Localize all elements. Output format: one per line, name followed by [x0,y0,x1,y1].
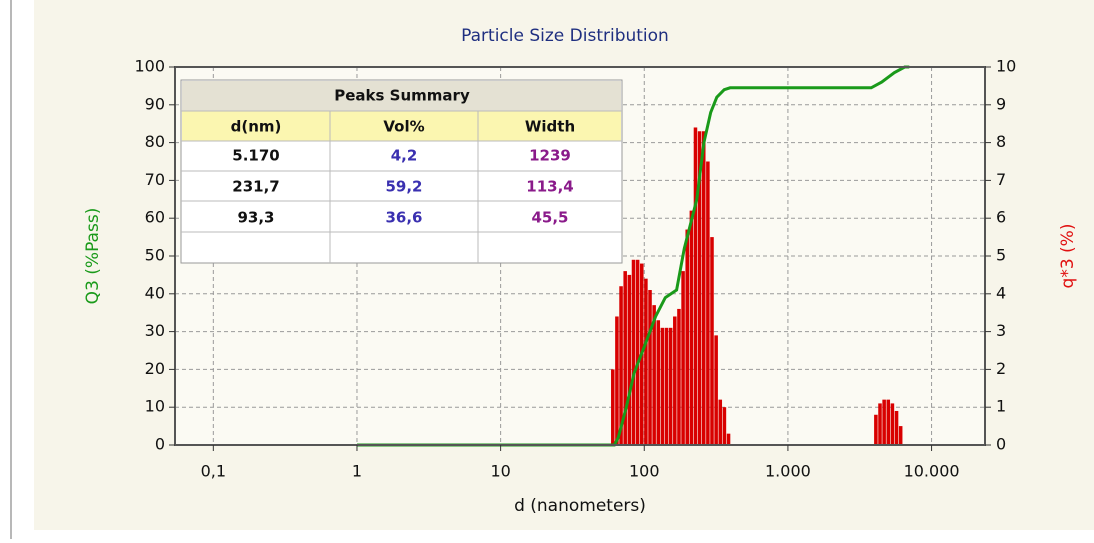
histogram-bar [701,131,706,445]
table-header: Width [525,118,575,136]
histogram-bar [644,278,648,445]
x-tick-label: 1 [352,462,362,481]
histogram-bar [697,131,702,445]
table-header: Vol% [383,118,424,136]
histogram-bar [677,308,681,445]
table-cell: 45,5 [531,209,568,227]
histogram-bar [890,403,895,445]
y2-tick-label: 5 [996,246,1006,265]
table-cell: 36,6 [385,209,422,227]
table-cell: 4,2 [391,147,418,165]
histogram-bar [882,399,886,445]
y2-tick-label: 2 [996,359,1006,378]
x-tick-label: 1.000 [765,462,811,481]
table-cell: 93,3 [237,209,274,227]
y-axis-title: Q3 (%Pass) [83,208,103,305]
y-tick-label: 70 [145,170,165,189]
table-cell: 231,7 [232,178,279,196]
cumulative-line [357,65,910,447]
y2-tick-label: 3 [996,321,1006,340]
table-title-bg [182,81,621,111]
histogram-bar [652,305,656,445]
y2-tick-label: 1 [996,397,1006,416]
histogram-bar [648,290,652,445]
y-tick-label: 90 [145,94,165,113]
table-title: Peaks Summary [334,87,470,105]
histogram-bar [689,210,694,445]
y-tick-label: 50 [145,246,165,265]
histogram-bar [631,259,636,445]
y2-tick-label: 8 [996,132,1006,151]
y-tick-label: 80 [145,132,165,151]
histogram-bar [623,271,627,445]
table-cell: 59,2 [385,178,422,196]
peaks-table: Peaks Summary d(nm) Vol% Width 5.170 4,2 1239… [180,79,623,264]
histogram-bar [681,271,685,445]
y-tick-label: 100 [134,57,165,76]
histogram-bar [619,286,623,445]
histogram-bar [615,316,619,445]
histogram-bar [685,229,689,445]
table-cell: 5.170 [232,147,279,165]
y2-tick-label: 4 [996,283,1006,302]
x-axis-title: d (nanometers) [514,496,646,516]
chart-title: Particle Size Distribution [461,26,669,46]
histogram-bar [627,274,632,445]
histogram-bar [726,433,731,445]
histogram-bar [718,399,723,445]
y-tick-label: 20 [145,359,165,378]
y2-tick-label: 6 [996,208,1006,227]
y-tick-label: 40 [145,283,165,302]
histogram-bar [693,127,698,445]
histogram-bar [664,327,669,445]
table-cell: 113,4 [526,178,573,196]
histogram-bar [722,407,727,445]
histogram-bar [874,414,878,445]
y2-tick-label: 9 [996,94,1006,113]
y-tick-label: 0 [155,435,165,454]
marks [357,65,910,447]
histogram-bar [886,399,891,445]
x-tick-label: 0,1 [201,462,226,481]
table-header-bg [182,111,621,141]
histogram-bar [710,237,714,445]
histogram-bar [673,316,677,445]
x-tick-label: 10.000 [904,462,960,481]
y2-axis-title: q*3 (%) [1058,224,1078,289]
histogram-bar [635,259,640,445]
x-tick-label: 100 [629,462,660,481]
histogram-bar [878,403,882,445]
histogram-bar [898,426,903,445]
histogram-bar [668,327,673,445]
histogram-bar [706,161,710,445]
histogram-bar [656,320,661,445]
histogram-bar [660,327,665,445]
histogram-bar [894,410,899,445]
y2-tick-label: 0 [996,435,1006,454]
histogram-bar [714,335,718,445]
y2-tick-label: 10 [996,57,1016,76]
y-tick-label: 60 [145,208,165,227]
histogram-bar [611,369,615,445]
x-tick-label: 10 [490,462,510,481]
table-cell: 1239 [529,147,571,165]
y2-tick-label: 7 [996,170,1006,189]
y-tick-label: 30 [145,321,165,340]
table-header: d(nm) [231,118,282,136]
y-tick-label: 10 [145,397,165,416]
